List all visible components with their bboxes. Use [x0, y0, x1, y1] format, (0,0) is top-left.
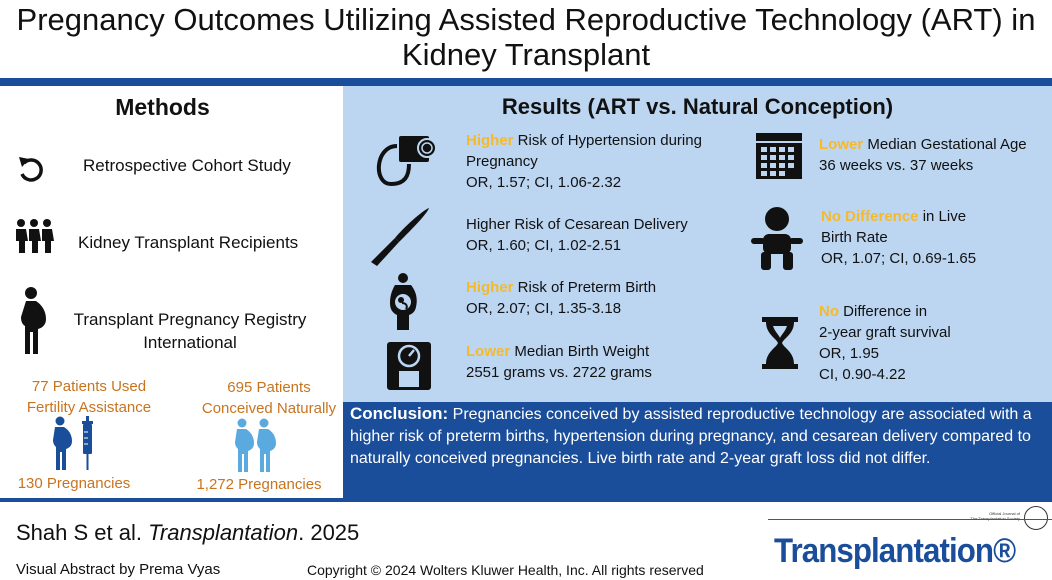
result-preterm-line-2: OR, 2.07; CI, 1.35-3.18: [466, 300, 622, 317]
result-birth-weight-highlight: Lower: [466, 343, 511, 360]
result-graft-survival: No Difference in 2-year graft survival O…: [819, 301, 951, 385]
result-hypertension: Higher Risk of Hypertension during Pregn…: [466, 130, 702, 193]
result-birth-weight-line-2: 2551 grams vs. 2722 grams: [466, 364, 652, 381]
result-preterm-highlight: Higher: [466, 279, 514, 296]
method-retrospective: Retrospective Cohort Study: [83, 156, 291, 175]
pregnant-woman-icon: [21, 287, 46, 354]
results-panel: Results (ART vs. Natural Conception) Hig…: [343, 86, 1052, 402]
top-divider-bar: [0, 78, 1052, 86]
title-line-2: Kidney Transplant: [401, 37, 651, 72]
result-gestational-highlight: Lower: [819, 136, 864, 153]
result-graft-line-1: Difference in: [839, 303, 928, 320]
method-registry-line-1: Transplant Pregnancy Registry: [73, 310, 307, 329]
pregnant-women-pair-icon: [235, 418, 276, 472]
result-hypertension-line-1: Risk of Hypertension during: [513, 132, 702, 149]
method-registry: Transplant Pregnancy Registry Internatio…: [60, 308, 320, 354]
people-group-icon: [16, 219, 54, 253]
result-live-birth-line-3: OR, 1.07; CI, 0.69-1.65: [821, 250, 977, 267]
method-kidney-recipients: Kidney Transplant Recipients: [78, 233, 299, 252]
conclusion-label: Conclusion:: [350, 404, 449, 423]
group-art-label: 77 Patients Used Fertility Assistance: [14, 376, 164, 418]
group-natural-label-line-2: Conceived Naturally: [201, 400, 337, 417]
group-natural-label: 695 Patients Conceived Naturally: [194, 377, 344, 419]
result-graft-line-3: OR, 1.95: [819, 345, 880, 362]
results-title: Results (ART vs. Natural Conception): [501, 94, 894, 119]
method-registry-line-2: International: [143, 333, 237, 352]
title-line-1: Pregnancy Outcomes Utilizing Assisted Re…: [16, 2, 1036, 37]
journal-note-line-1: Official Journal of: [989, 511, 1020, 516]
methods-panel: Methods Retrospective Cohort Study Kidne…: [0, 86, 343, 500]
methods-title: Methods: [115, 94, 210, 120]
citation-prefix: Shah S et al.: [16, 520, 149, 545]
fetus-icon: [390, 273, 417, 330]
result-gestational-line-2: 36 weeks vs. 37 weeks: [819, 157, 974, 174]
result-hypertension-line-2: Pregnancy: [466, 153, 538, 170]
result-gestational-age: Lower Median Gestational Age 36 weeks vs…: [819, 134, 1027, 176]
result-preterm: Higher Risk of Preterm Birth OR, 2.07; C…: [466, 277, 656, 319]
citation-journal: Transplantation: [148, 520, 299, 545]
result-cesarean-line-1: Higher Risk of Cesarean Delivery: [466, 216, 688, 233]
brand-divider: [768, 519, 1052, 520]
result-live-birth-line-1: in Live: [918, 208, 967, 225]
abstract-author: Visual Abstract by Prema Vyas: [16, 561, 221, 578]
retrospective-arrow-icon: [19, 157, 43, 182]
pregnant-woman-syringe-icon: [53, 416, 93, 470]
hourglass-icon: [762, 317, 798, 369]
conclusion-panel: Conclusion: Pregnancies conceived by ass…: [343, 402, 1052, 498]
journal-note-line-2: The Transplantation Society: [950, 516, 1020, 521]
scalpel-icon: [371, 208, 429, 266]
journal-note: Official Journal of The Transplantation …: [950, 511, 1020, 521]
result-birth-weight-line-1: Median Birth Weight: [510, 343, 650, 360]
citation: Shah S et al. Transplantation. 2025: [16, 520, 359, 546]
group-art-pregnancies: 130 Pregnancies: [17, 475, 131, 492]
result-live-birth: No Difference in Live Birth Rate OR, 1.0…: [821, 206, 976, 269]
result-preterm-line-1: Risk of Preterm Birth: [513, 279, 657, 296]
journal-logo: Transplantation®: [774, 532, 1016, 570]
blood-pressure-icon: [376, 136, 437, 187]
result-graft-line-4: CI, 0.90-4.22: [819, 366, 906, 383]
result-live-birth-line-2: Birth Rate: [821, 229, 888, 246]
result-graft-line-2: 2-year graft survival: [819, 324, 951, 341]
result-cesarean: Higher Risk of Cesarean Delivery OR, 1.6…: [466, 214, 688, 256]
page-title: Pregnancy Outcomes Utilizing Assisted Re…: [0, 0, 1052, 76]
society-seal-icon: [1024, 506, 1048, 530]
citation-suffix: . 2025: [298, 520, 360, 545]
result-graft-highlight: No: [819, 303, 839, 320]
result-birth-weight: Lower Median Birth Weight 2551 grams vs.…: [466, 341, 652, 383]
result-hypertension-line-3: OR, 1.57; CI, 1.06-2.32: [466, 174, 622, 191]
result-hypertension-highlight: Higher: [466, 132, 514, 149]
weight-scale-icon: [387, 342, 431, 390]
group-natural-label-line-1: 695 Patients: [227, 379, 311, 396]
group-art-label-line-2: Fertility Assistance: [26, 399, 152, 416]
bottom-divider-bar: [0, 498, 1052, 502]
copyright: Copyright © 2024 Wolters Kluwer Health, …: [307, 562, 704, 578]
calendar-icon: [756, 133, 802, 179]
result-cesarean-line-2: OR, 1.60; CI, 1.02-2.51: [466, 237, 622, 254]
group-art-label-line-1: 77 Patients Used: [31, 378, 147, 395]
result-gestational-line-1: Median Gestational Age: [863, 136, 1027, 153]
group-natural-pregnancies: 1,272 Pregnancies: [196, 476, 322, 493]
baby-icon: [751, 207, 803, 270]
result-live-birth-highlight: No Difference: [821, 208, 919, 225]
conclusion-text: Pregnancies conceived by assisted reprod…: [350, 406, 1032, 467]
